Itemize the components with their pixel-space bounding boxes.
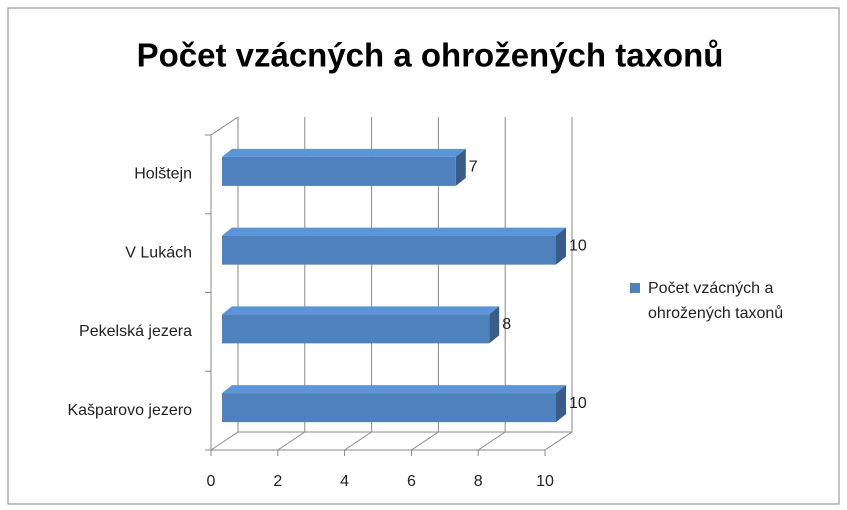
data-label: 10	[569, 237, 587, 254]
grid-line	[544, 431, 573, 451]
grid-line	[411, 431, 439, 451]
grid-line	[477, 431, 506, 451]
x-tick-label: 6	[407, 473, 416, 490]
y-tick-label: Holštejn	[134, 166, 192, 183]
bar	[222, 314, 490, 344]
bar-top	[222, 385, 566, 394]
data-label: 10	[569, 395, 587, 412]
x-tick-label: 8	[474, 473, 483, 490]
chart-title: Počet vzácných a ohrožených taxonů	[137, 37, 724, 74]
y-tick-label: Pekelská jezera	[79, 323, 192, 340]
bar-top	[222, 148, 466, 157]
data-label: 8	[502, 316, 511, 333]
left-wall	[210, 116, 239, 136]
x-tick-label: 10	[536, 473, 554, 490]
bar-top	[222, 227, 566, 236]
bar	[222, 156, 456, 186]
bar-side	[489, 306, 500, 344]
x-tick-label: 2	[273, 473, 282, 490]
bar	[222, 393, 556, 423]
data-label: 7	[469, 159, 478, 176]
bar	[222, 235, 556, 265]
bar-side	[556, 385, 566, 423]
legend-label: Počet vzácných a ohrožených taxonů	[648, 280, 784, 322]
y-tick-label: V Lukách	[125, 244, 192, 261]
grid-line	[344, 431, 372, 451]
x-tick-label: 4	[340, 473, 349, 490]
grid-line	[210, 431, 239, 451]
grid-line	[277, 431, 306, 451]
bar-side	[556, 227, 566, 265]
bar-side	[455, 148, 466, 186]
bar-top	[222, 306, 500, 315]
legend-swatch	[630, 283, 640, 293]
y-tick-label: Kašparovo jezero	[67, 402, 192, 419]
x-tick-label: 0	[207, 473, 216, 490]
